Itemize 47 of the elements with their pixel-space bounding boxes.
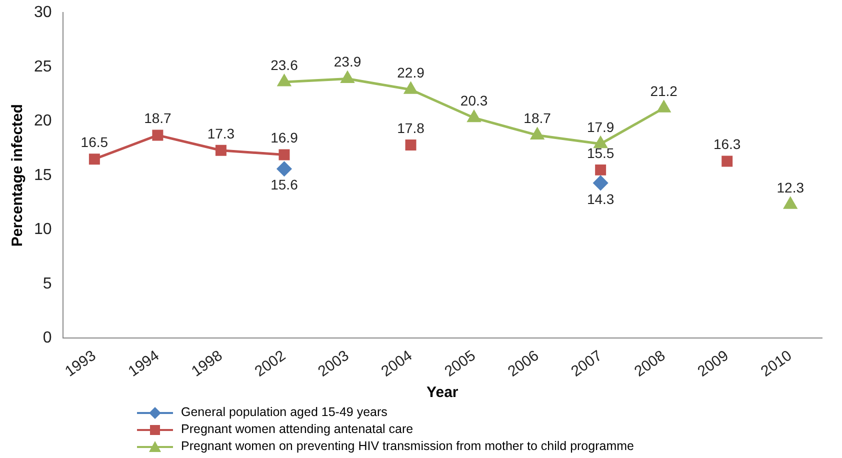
point: [404, 82, 418, 94]
data-label: 20.3: [460, 92, 488, 109]
point: [152, 130, 164, 141]
data-label: 17.3: [207, 125, 235, 142]
data-label: 12.3: [776, 180, 804, 196]
legend-label: General population aged 15-49 years: [181, 404, 388, 421]
x-tick-label: 2010: [758, 347, 796, 380]
x-axis-title: Year: [426, 384, 458, 402]
data-label: 22.9: [397, 64, 425, 80]
point: [278, 149, 290, 160]
y-tick-label: 0: [42, 330, 52, 347]
data-label: 17.9: [586, 118, 614, 135]
data-label: 16.5: [80, 134, 108, 150]
y-tick-label: 5: [42, 275, 52, 292]
data-label: 17.8: [397, 120, 425, 136]
point: [276, 162, 292, 176]
point: [595, 164, 606, 176]
point: [468, 110, 480, 122]
y-axis-title: Percentage infected: [9, 104, 26, 247]
data-label: 15.5: [586, 144, 614, 161]
point: [88, 154, 100, 165]
data-label: 23.9: [334, 54, 362, 70]
data-label: 18.7: [524, 110, 552, 126]
data-label: 14.3: [586, 190, 614, 207]
point: [657, 100, 670, 112]
y-tick-label: 10: [34, 221, 52, 238]
data-label: 21.2: [650, 82, 678, 99]
point: [530, 128, 544, 140]
data-label: 23.6: [270, 56, 298, 73]
data-label: 15.6: [270, 176, 298, 193]
y-tick-label: 15: [34, 166, 52, 184]
point: [405, 139, 416, 150]
y-tick-label: 25: [34, 58, 52, 76]
y-tick-label: 30: [34, 4, 52, 22]
point: [215, 144, 226, 156]
point: [722, 156, 733, 167]
point: [341, 72, 354, 84]
y-tick-label: 20: [34, 112, 52, 130]
data-label: 18.7: [144, 110, 172, 126]
point: [594, 136, 608, 148]
x-tick-label: 2009: [694, 347, 732, 380]
legend-label: Pregnant women attending antenatal care: [181, 421, 414, 438]
legend-label: Pregnant women on preventing HIV transmission from mother to child programme: [181, 438, 634, 455]
data-label: 16.9: [270, 130, 298, 146]
point: [593, 176, 608, 190]
data-label: 16.3: [713, 136, 741, 152]
point: [278, 74, 291, 86]
